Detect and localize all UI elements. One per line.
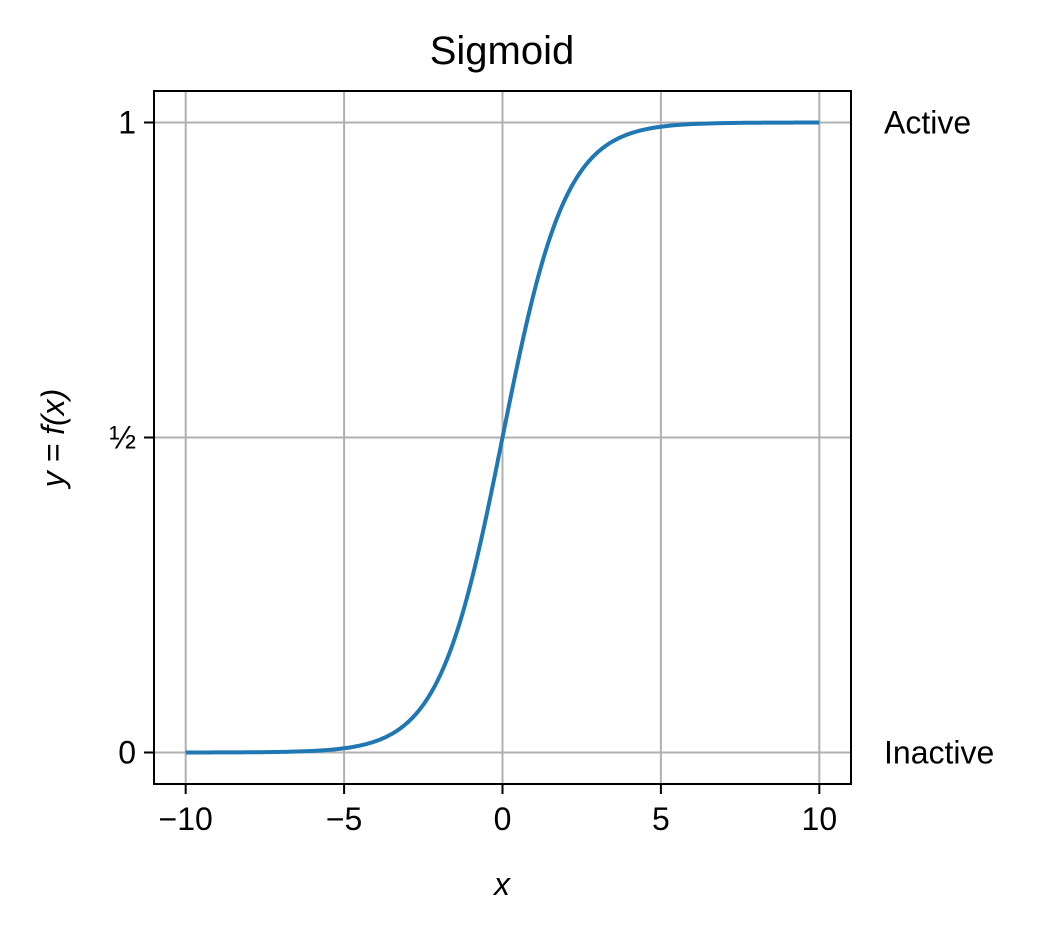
sigmoid-series-line — [185, 120, 820, 755]
state-label: Active — [884, 105, 971, 141]
side-labels: Inactive Active — [884, 105, 994, 771]
state-label: Inactive — [884, 735, 994, 771]
x-tick-label: −10 — [159, 801, 213, 837]
y-axis-label: y = f(x) — [35, 389, 71, 490]
x-tick-label: 10 — [802, 801, 838, 837]
x-axis-label: x — [492, 866, 511, 902]
series-layer — [185, 120, 820, 755]
y-tick-label: 0 — [118, 735, 136, 771]
x-tick-label: −5 — [326, 801, 362, 837]
ticks-layer: −10 −5 0 5 10 0 ½ 1 — [109, 105, 837, 838]
y-tick-label: 1 — [118, 105, 136, 141]
x-tick-label: 5 — [652, 801, 670, 837]
x-tick-label: 0 — [494, 801, 512, 837]
chart-title: Sigmoid — [430, 29, 575, 73]
y-tick-label: ½ — [109, 420, 136, 456]
